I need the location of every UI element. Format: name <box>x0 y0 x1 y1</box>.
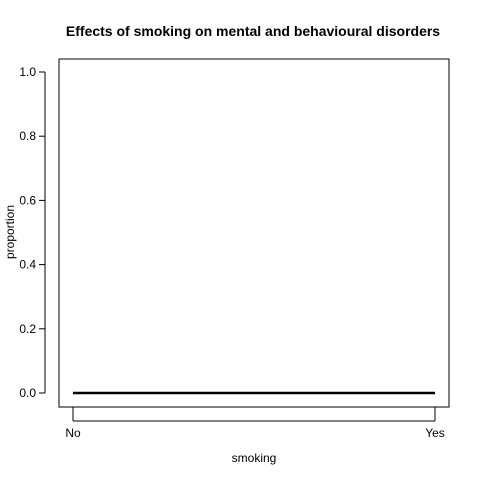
chart-title: Effects of smoking on mental and behavio… <box>66 23 440 39</box>
y-tick-label: 0.0 <box>19 386 36 400</box>
x-axis: No Yes <box>65 407 445 440</box>
y-tick-label: 0.8 <box>19 129 36 143</box>
x-axis-label: smoking <box>232 451 277 465</box>
x-tick-label: Yes <box>425 426 445 440</box>
x-tick-label: No <box>65 426 81 440</box>
y-tick-label: 1.0 <box>19 65 36 79</box>
y-tick-label: 0.4 <box>19 258 36 272</box>
y-axis-label: proportion <box>3 205 17 259</box>
y-tick-label: 0.6 <box>19 193 36 207</box>
y-tick-label: 0.2 <box>19 322 36 336</box>
y-axis: 0.0 0.2 0.4 0.6 0.8 1.0 <box>19 65 46 400</box>
plot-frame <box>58 58 450 408</box>
